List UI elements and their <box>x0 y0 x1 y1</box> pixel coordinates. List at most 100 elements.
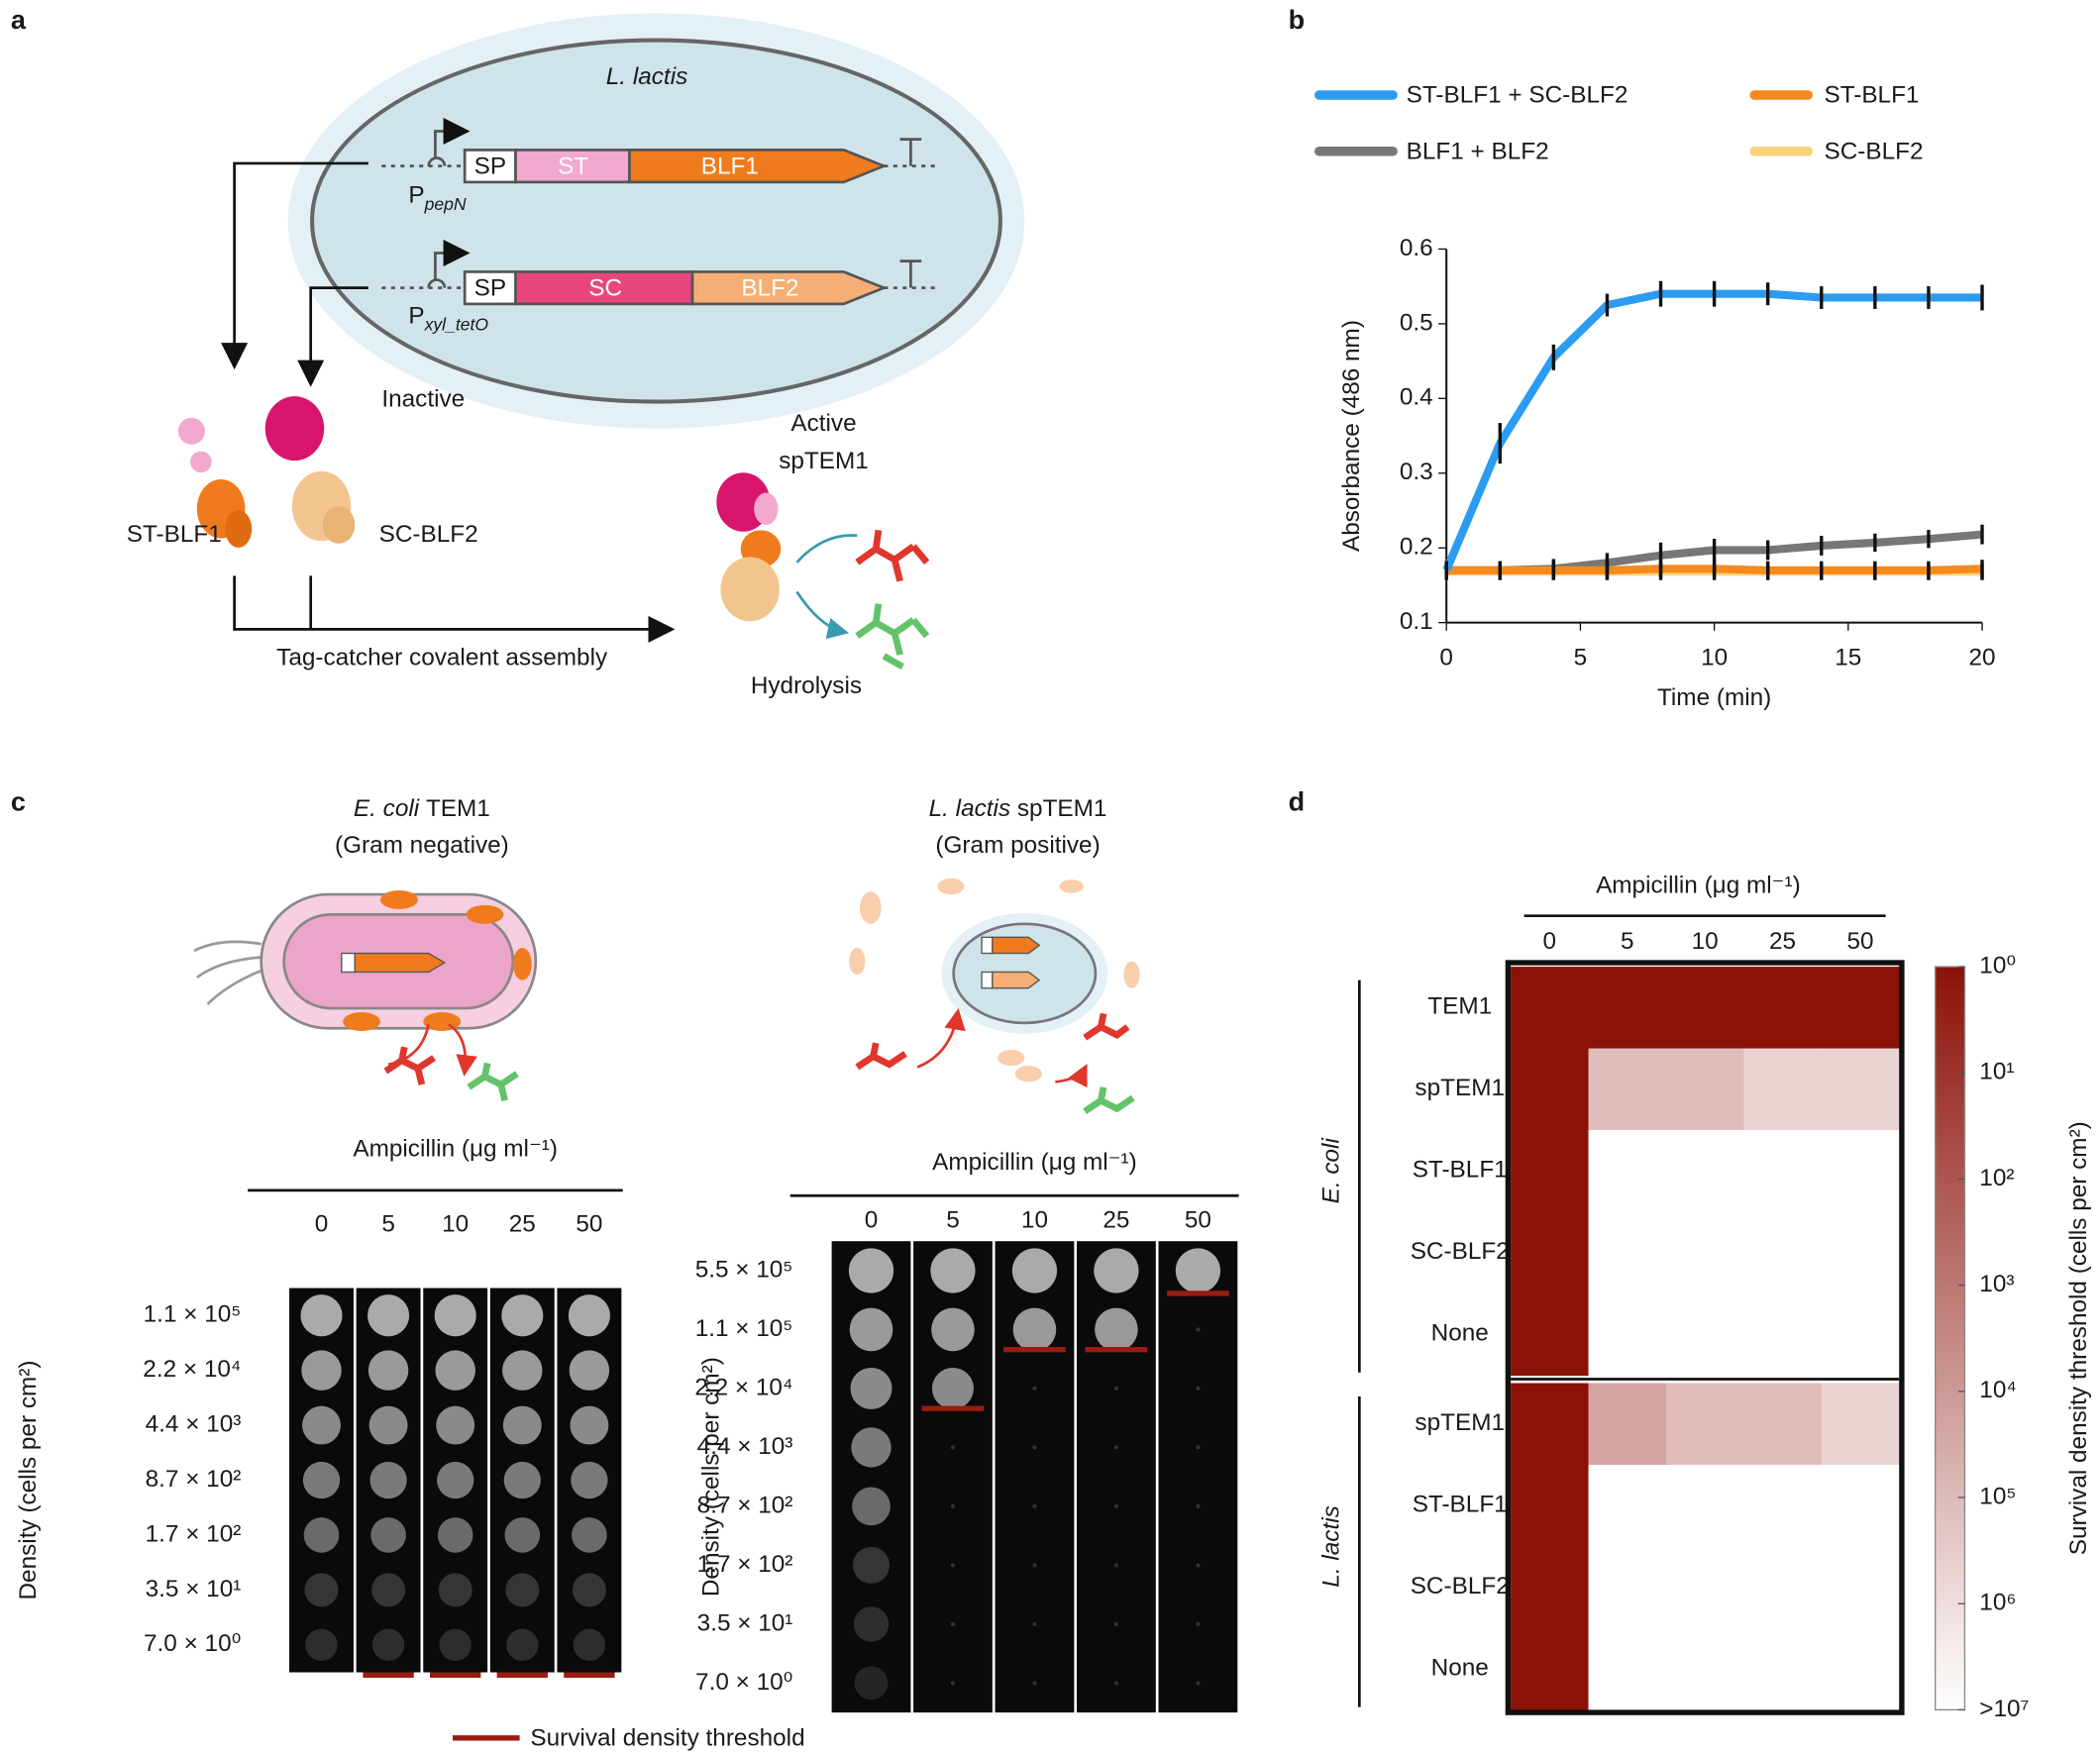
density-label: 8.7 × 10² <box>146 1466 242 1493</box>
colony-spot <box>502 1405 542 1445</box>
colony-spot <box>370 1517 406 1553</box>
colony-spot <box>1012 1307 1057 1352</box>
colony-spot <box>1032 1445 1037 1450</box>
promoter: P <box>408 182 424 209</box>
heatmap-cell <box>1665 1546 1745 1629</box>
heatmap-cell <box>1511 1130 1590 1213</box>
colony-spot <box>1196 1621 1201 1626</box>
label: ST-BLF1 <box>127 521 222 548</box>
heatmap-cell <box>1511 1464 1590 1548</box>
density-label: 3.5 × 10¹ <box>146 1576 242 1602</box>
colony-spot <box>503 1461 541 1499</box>
row-label: ST-BLF1 <box>1413 1492 1508 1518</box>
colony-spot <box>302 1405 341 1445</box>
colony-spot <box>1196 1503 1201 1508</box>
density-label: 2.2 × 10⁴ <box>694 1374 792 1400</box>
colony-spot <box>371 1628 405 1662</box>
x-tick-label: 0 <box>1439 645 1453 671</box>
density-label: 2.2 × 10⁴ <box>143 1356 241 1383</box>
colony-spot <box>437 1461 474 1499</box>
x-tick-label: 20 <box>1968 645 1995 671</box>
heatmap-cell <box>1743 1546 1823 1629</box>
colony-spot <box>931 1367 974 1409</box>
y-tick-label: 0.2 <box>1400 534 1433 561</box>
heatmap-cell <box>1511 1383 1590 1466</box>
colorbar-tick-label: 10² <box>1979 1165 2014 1191</box>
legend-label: Survival density threshold <box>530 1725 804 1752</box>
column-label: 50 <box>1846 928 1873 955</box>
colony-spot <box>300 1294 343 1337</box>
column-label: 5 <box>946 1206 960 1233</box>
colony-spot <box>950 1621 956 1626</box>
colony-spot <box>850 1367 892 1409</box>
part-label: BLF1 <box>701 153 759 179</box>
colorbar-tick-label: 10⁴ <box>1979 1377 2017 1403</box>
colony-spot <box>1113 1445 1118 1450</box>
colorbar <box>1935 966 1966 1711</box>
heatmap-cell <box>1743 1627 1823 1711</box>
panel-label: c <box>11 786 26 816</box>
column-label: 50 <box>1185 1206 1211 1233</box>
y-tick-label: 0.5 <box>1400 309 1433 336</box>
organism: E. coli <box>354 795 420 822</box>
colony-spot <box>573 1628 606 1662</box>
colony-spot <box>1113 1563 1118 1568</box>
column-label: 50 <box>576 1210 602 1237</box>
y-tick-label: 0.6 <box>1400 235 1433 261</box>
x-tick-label: 5 <box>1574 645 1588 671</box>
colony-spot <box>502 1350 543 1391</box>
plate-image <box>1158 1241 1238 1713</box>
colony-spot <box>931 1307 975 1352</box>
density-label: 5.5 × 10⁵ <box>695 1256 793 1283</box>
cell-label: L. lactis <box>606 63 687 90</box>
colorbar-tick-label: 10⁶ <box>1979 1590 2016 1616</box>
colony-spot <box>1032 1563 1037 1568</box>
part-label: BLF2 <box>741 274 798 301</box>
x-tick-label: 10 <box>1701 645 1728 671</box>
colony-spot <box>950 1445 956 1450</box>
heatmap-cell <box>1511 1292 1590 1377</box>
group-label: E. coli <box>1318 1138 1345 1204</box>
colony-spot <box>1095 1307 1138 1352</box>
colony-spot <box>371 1573 406 1607</box>
enzyme: spTEM1 <box>1017 795 1107 822</box>
part-label: ST <box>558 153 588 179</box>
colony-spot <box>1196 1327 1201 1332</box>
cartoon-subtitle: (Gram positive) <box>935 832 1100 859</box>
colony-spot <box>439 1628 472 1662</box>
heatmap-cell <box>1743 1048 1823 1131</box>
colony-spot <box>304 1573 339 1607</box>
colony-spot <box>572 1573 606 1607</box>
heatmap-cell <box>1821 1211 1900 1294</box>
heatmap-cell <box>1743 1211 1823 1294</box>
heatmap-cell <box>1821 1130 1900 1213</box>
colony-spot <box>504 1517 541 1553</box>
row-label: spTEM1 <box>1415 1075 1505 1101</box>
density-label: 8.7 × 10² <box>697 1492 793 1518</box>
label: Hydrolysis <box>751 672 862 699</box>
heatmap-cell <box>1743 1383 1823 1466</box>
colony-spot <box>1011 1248 1058 1293</box>
protein-sptem1 <box>716 472 782 622</box>
colony-spot <box>950 1563 956 1568</box>
panel-label: d <box>1289 786 1306 816</box>
part-label: SP <box>474 274 506 301</box>
panel-label: a <box>11 5 27 35</box>
heatmap-cell <box>1821 967 1900 1050</box>
heatmap-cell <box>1821 1464 1900 1548</box>
cartoon-title: L. lactis spTEM1 <box>929 795 1107 822</box>
colony-spot <box>1175 1248 1221 1293</box>
density-label: 1.7 × 10² <box>146 1520 242 1547</box>
legend-label: SC-BLF2 <box>1824 139 1923 165</box>
column-label: 25 <box>1102 1206 1129 1233</box>
heatmap-cell <box>1821 1546 1900 1629</box>
heatmap-cell <box>1743 967 1823 1050</box>
colony-spot <box>853 1606 890 1642</box>
colorbar-tick-label: 10³ <box>1979 1271 2014 1297</box>
colony-spot <box>369 1461 407 1499</box>
colony-spot <box>851 1427 892 1468</box>
colony-spot <box>950 1503 956 1508</box>
colony-spot <box>1196 1563 1201 1568</box>
row-label: TEM1 <box>1427 993 1492 1020</box>
